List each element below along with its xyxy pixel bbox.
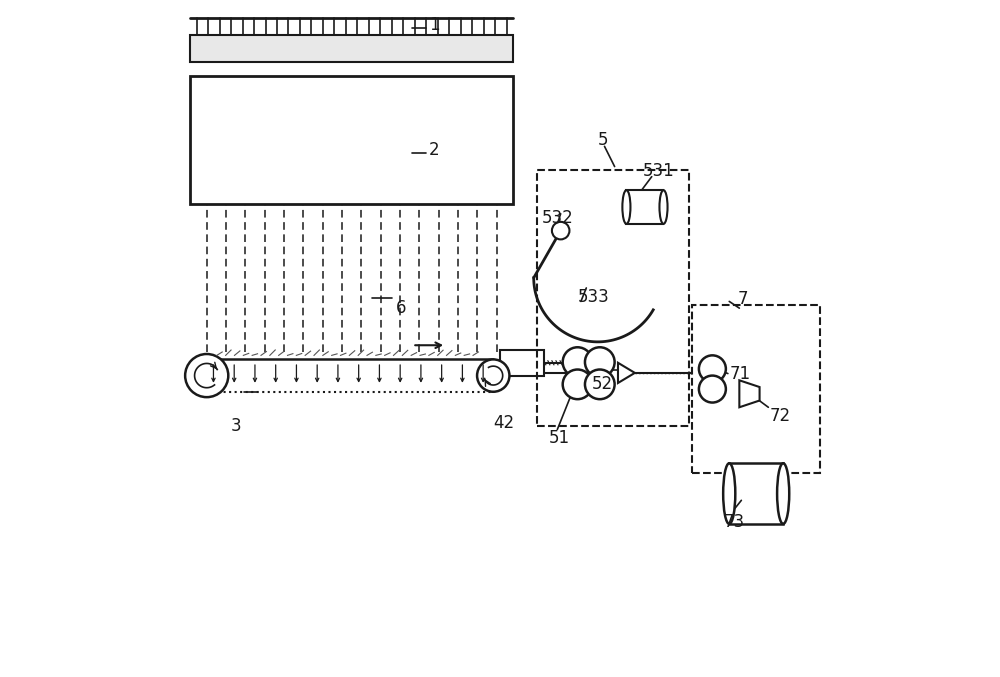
Circle shape — [552, 222, 569, 240]
Circle shape — [699, 355, 726, 383]
Polygon shape — [618, 363, 635, 383]
Text: 6: 6 — [395, 299, 406, 317]
Ellipse shape — [723, 463, 735, 524]
Text: 532: 532 — [542, 209, 574, 227]
Text: 2: 2 — [429, 141, 440, 158]
Text: 52: 52 — [592, 375, 613, 393]
Text: 71: 71 — [729, 364, 750, 383]
Circle shape — [185, 354, 228, 397]
Circle shape — [699, 376, 726, 403]
Text: 531: 531 — [643, 162, 675, 180]
Circle shape — [585, 370, 615, 399]
Circle shape — [477, 359, 509, 392]
Text: 72: 72 — [770, 407, 791, 425]
Circle shape — [585, 347, 615, 377]
Bar — [500, 350, 544, 376]
Text: 1: 1 — [429, 16, 440, 34]
Ellipse shape — [777, 463, 789, 524]
Text: 5: 5 — [598, 131, 608, 149]
Bar — [626, 190, 663, 224]
Bar — [729, 463, 783, 524]
Text: 73: 73 — [724, 513, 745, 531]
Bar — [190, 76, 513, 204]
Bar — [537, 170, 689, 426]
Circle shape — [563, 370, 592, 399]
Text: 42: 42 — [493, 414, 514, 432]
Text: 3: 3 — [230, 417, 241, 435]
Bar — [692, 305, 820, 473]
Ellipse shape — [622, 190, 630, 224]
Text: 51: 51 — [549, 429, 570, 447]
Circle shape — [563, 347, 592, 377]
Polygon shape — [739, 380, 760, 408]
Ellipse shape — [659, 190, 668, 224]
Text: 533: 533 — [578, 288, 610, 306]
Text: 7: 7 — [737, 290, 748, 309]
Bar — [190, 35, 513, 62]
